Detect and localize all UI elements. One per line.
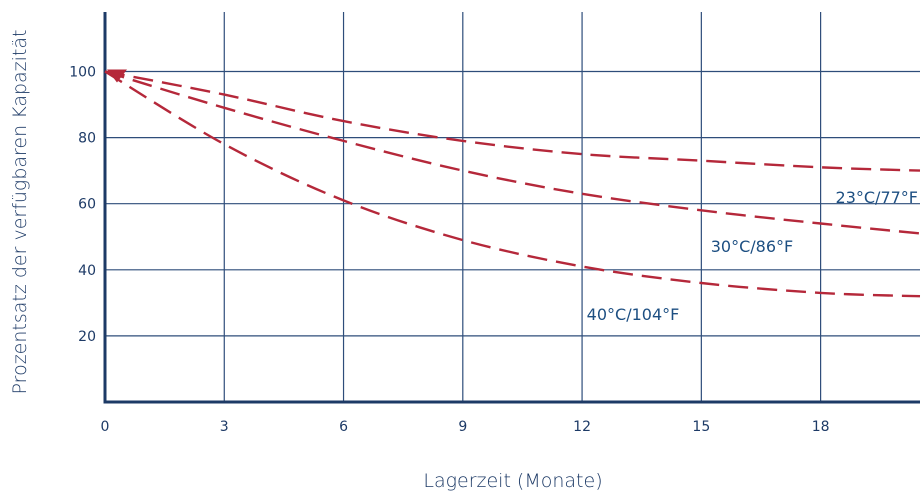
x-tick-label: 15: [692, 419, 710, 435]
series-label: 23°C/77°F: [836, 188, 918, 207]
y-tick-label: 60: [78, 197, 96, 213]
y-tick-label: 40: [78, 263, 96, 279]
series-labels: 23°C/77°F 30°C/86°F 40°C/104°F: [587, 188, 918, 324]
x-tick-label: 12: [573, 419, 591, 435]
axes: [103, 12, 920, 404]
x-tick-label: 6: [339, 419, 348, 435]
x-tick-label: 0: [101, 419, 110, 435]
start-point-marker: [107, 69, 127, 83]
series-label: 40°C/104°F: [587, 305, 680, 324]
y-tick-label: 20: [78, 329, 96, 345]
series-line: [104, 70, 921, 298]
x-tick-label: 18: [812, 419, 830, 435]
y-tick-label: 100: [69, 64, 96, 80]
series: [104, 69, 921, 298]
x-tick-label: 3: [220, 419, 229, 435]
series-line: [104, 70, 921, 235]
series-label: 30°C/86°F: [711, 237, 793, 256]
x-tick-label: 9: [458, 419, 467, 435]
series-line: [104, 70, 921, 172]
grid: [105, 12, 920, 402]
tick-labels: 0 3 6 9 12 15 18 20 40 60 80 100: [69, 64, 829, 435]
y-axis-title: Prozentsatz der verfügbaren Kapazität: [9, 30, 31, 395]
y-tick-label: 80: [78, 131, 96, 147]
x-axis-title: Lagerzeit (Monate): [423, 470, 602, 492]
